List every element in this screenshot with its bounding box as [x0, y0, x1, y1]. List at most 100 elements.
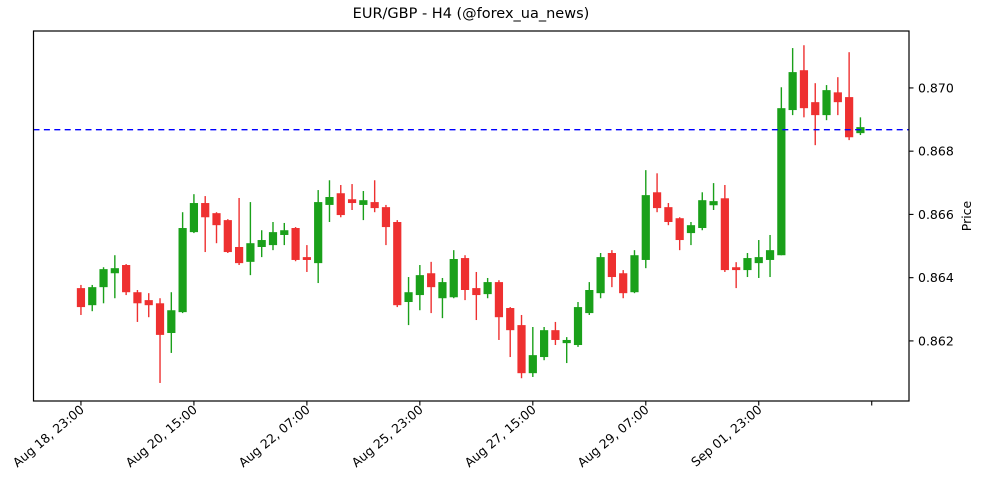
plot-border — [32, 30, 910, 402]
candle-body — [630, 255, 639, 293]
candle-up — [540, 327, 549, 361]
candle-down — [393, 220, 402, 308]
candle-down — [506, 307, 515, 358]
candle-body — [133, 292, 142, 304]
candle-up — [754, 240, 763, 278]
candle-body — [720, 198, 729, 271]
candle-body — [347, 199, 357, 204]
candle-up — [528, 327, 537, 377]
candle-down — [607, 250, 616, 288]
candle-body — [472, 288, 481, 296]
candle-down — [652, 173, 662, 213]
candle-up — [562, 337, 571, 364]
price-axis-label: Price — [959, 200, 974, 231]
candle-down — [799, 45, 809, 118]
candle-body — [483, 282, 492, 295]
candle-body — [573, 307, 583, 346]
candle-body — [709, 201, 718, 206]
candle-down — [144, 293, 153, 318]
candle-body — [246, 243, 255, 262]
candle-down — [833, 77, 842, 116]
chart-title: EUR/GBP - H4 (@forex_ua_news) — [352, 6, 590, 22]
candle-up — [698, 192, 707, 231]
candle-body — [822, 90, 831, 116]
candle-body — [777, 108, 786, 256]
y-tick-label: 0.862 — [918, 333, 954, 348]
candle-body — [359, 200, 368, 205]
candle-down — [675, 217, 684, 251]
candle-up — [822, 85, 831, 121]
candle-body — [212, 213, 221, 226]
candle-up — [765, 234, 775, 278]
candle-up — [88, 284, 97, 312]
candle-up — [709, 183, 718, 210]
y-tick-label: 0.868 — [918, 144, 954, 159]
candle-body — [235, 246, 244, 264]
candle-down — [494, 280, 504, 340]
candle-up — [110, 255, 119, 299]
candle-up — [325, 180, 334, 223]
candle-down — [223, 219, 232, 253]
candle-down — [460, 255, 470, 301]
candle-up — [189, 194, 199, 234]
candle-up — [856, 117, 865, 136]
candle-body — [845, 97, 854, 138]
candle-body — [280, 230, 289, 235]
candle-body — [585, 290, 594, 314]
candle-down — [427, 261, 436, 314]
candle-down — [347, 184, 357, 210]
candle-up — [268, 222, 278, 251]
candle-body — [404, 292, 413, 303]
candle-up — [641, 170, 650, 269]
candle-body — [607, 253, 616, 278]
candle-body — [99, 269, 108, 288]
candle-body — [652, 192, 662, 209]
candle-body — [686, 225, 696, 234]
candle-body — [122, 265, 131, 293]
candle-up — [415, 265, 424, 311]
candle-down — [122, 264, 131, 296]
candle-up — [743, 253, 752, 278]
candle-body — [178, 228, 187, 313]
candle-body — [562, 339, 571, 344]
y-tick-label: 0.866 — [918, 207, 954, 222]
candle-up — [686, 222, 696, 246]
candle-body — [370, 202, 379, 209]
candle-up — [167, 292, 176, 353]
candle-body — [325, 197, 334, 205]
candle-down — [472, 271, 481, 321]
candle-body — [291, 228, 300, 260]
candle-up — [483, 277, 492, 299]
candle-body — [540, 330, 549, 358]
y-tick-label: 0.864 — [918, 270, 954, 285]
candle-down — [381, 204, 391, 246]
candle-body — [268, 232, 278, 246]
candle-down — [845, 52, 854, 141]
candle-body — [189, 203, 199, 233]
candle-down — [517, 314, 526, 379]
candle-body — [732, 267, 741, 271]
x-axis: Aug 18, 23:00 Aug 20, 15:00 Aug 22, 07:00 A… — [10, 401, 873, 470]
candle-down — [201, 196, 210, 253]
candle-up — [257, 230, 266, 258]
candle-down — [551, 321, 560, 346]
candle-up — [246, 202, 255, 276]
candle-down — [619, 270, 628, 299]
candle-body — [302, 257, 311, 260]
candle-body — [201, 203, 210, 218]
candle-down — [720, 185, 729, 272]
candle-down — [155, 298, 165, 383]
candle-body — [596, 257, 605, 294]
candle-body — [155, 303, 165, 335]
candle-up — [596, 253, 605, 299]
candle-down — [664, 203, 673, 226]
candle-body — [167, 310, 176, 334]
x-tick-label: Sep 01, 23:00 — [688, 402, 765, 470]
y-axis: 0.862 0.864 0.866 0.868 0.870 Price — [909, 80, 974, 348]
candle-up — [99, 267, 108, 304]
candle-body — [494, 282, 504, 318]
candle-up — [438, 277, 447, 319]
x-tick-label: Aug 18, 23:00 — [10, 402, 87, 470]
